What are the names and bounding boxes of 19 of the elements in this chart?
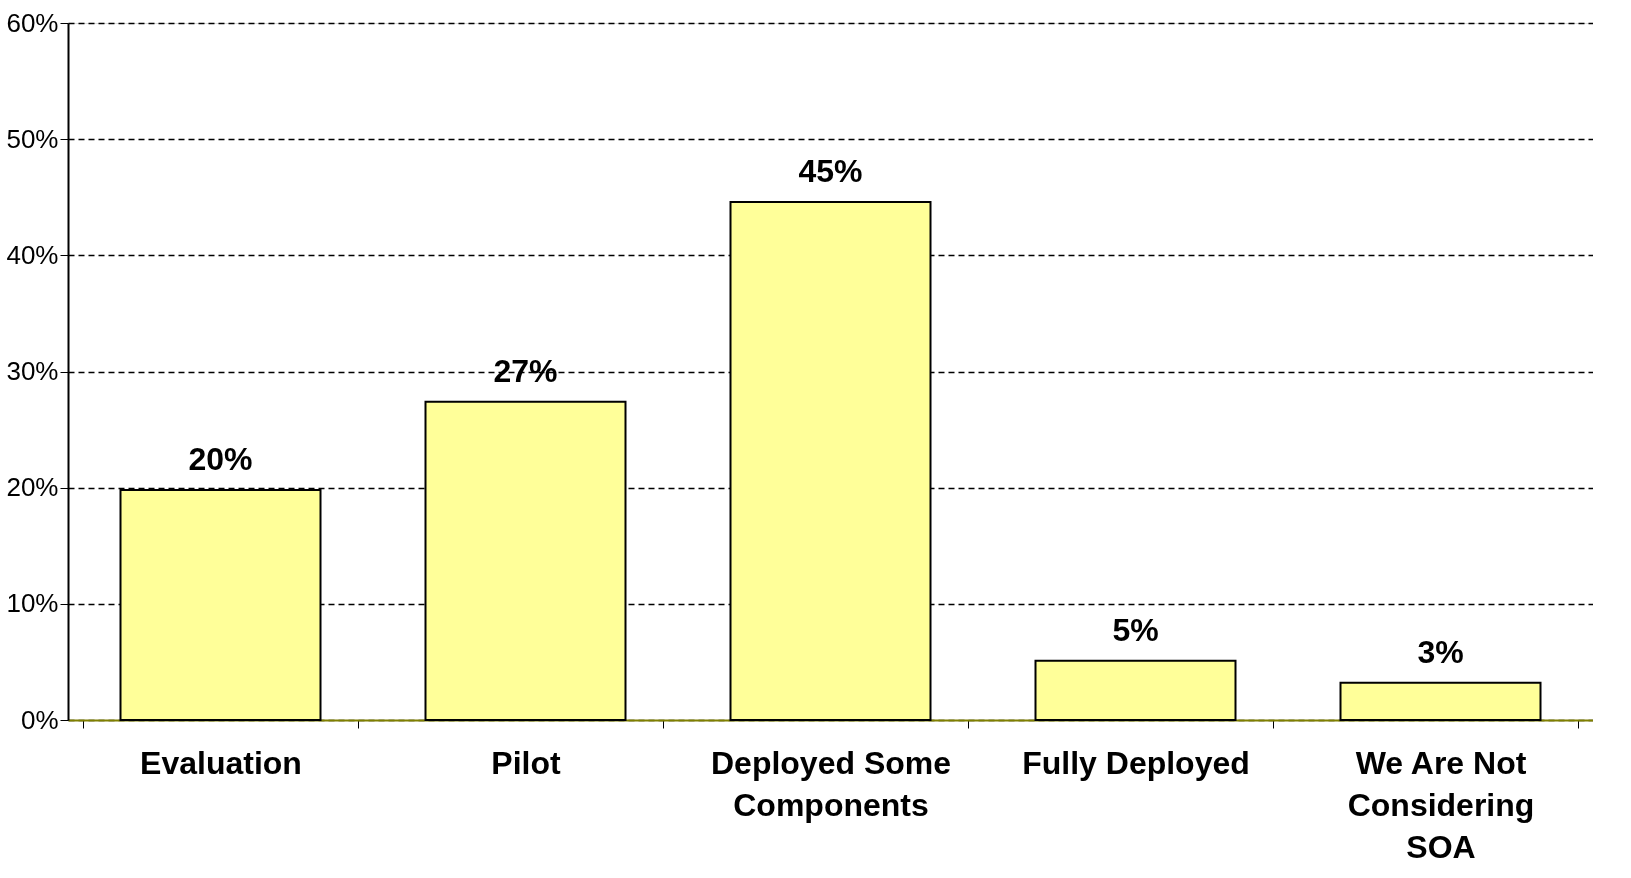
y-tick-label: 60%: [6, 7, 59, 38]
y-tick-label: 40%: [6, 239, 59, 270]
x-tick-label: Evaluation: [140, 744, 302, 781]
y-tick-label: 0%: [20, 704, 59, 735]
y-tick-label: 10%: [6, 588, 59, 619]
data-label: 45%: [798, 152, 863, 189]
data-label: 5%: [1112, 611, 1159, 648]
x-tick-label: Pilot: [491, 744, 562, 781]
y-tick-label: 30%: [6, 356, 59, 386]
y-tick-label: 20%: [6, 472, 59, 503]
bar: [1034, 659, 1237, 721]
y-tick-label: 50%: [6, 123, 59, 154]
data-label: 20%: [188, 440, 253, 477]
x-tick-label: Deployed Some Components: [710, 744, 952, 823]
data-label: 27%: [493, 352, 558, 389]
bar: [1339, 681, 1542, 721]
x-tick-label: Fully Deployed: [1022, 744, 1250, 781]
data-label: 3%: [1417, 633, 1464, 670]
x-tick-label: We Are Not Considering SOA: [1347, 744, 1535, 865]
